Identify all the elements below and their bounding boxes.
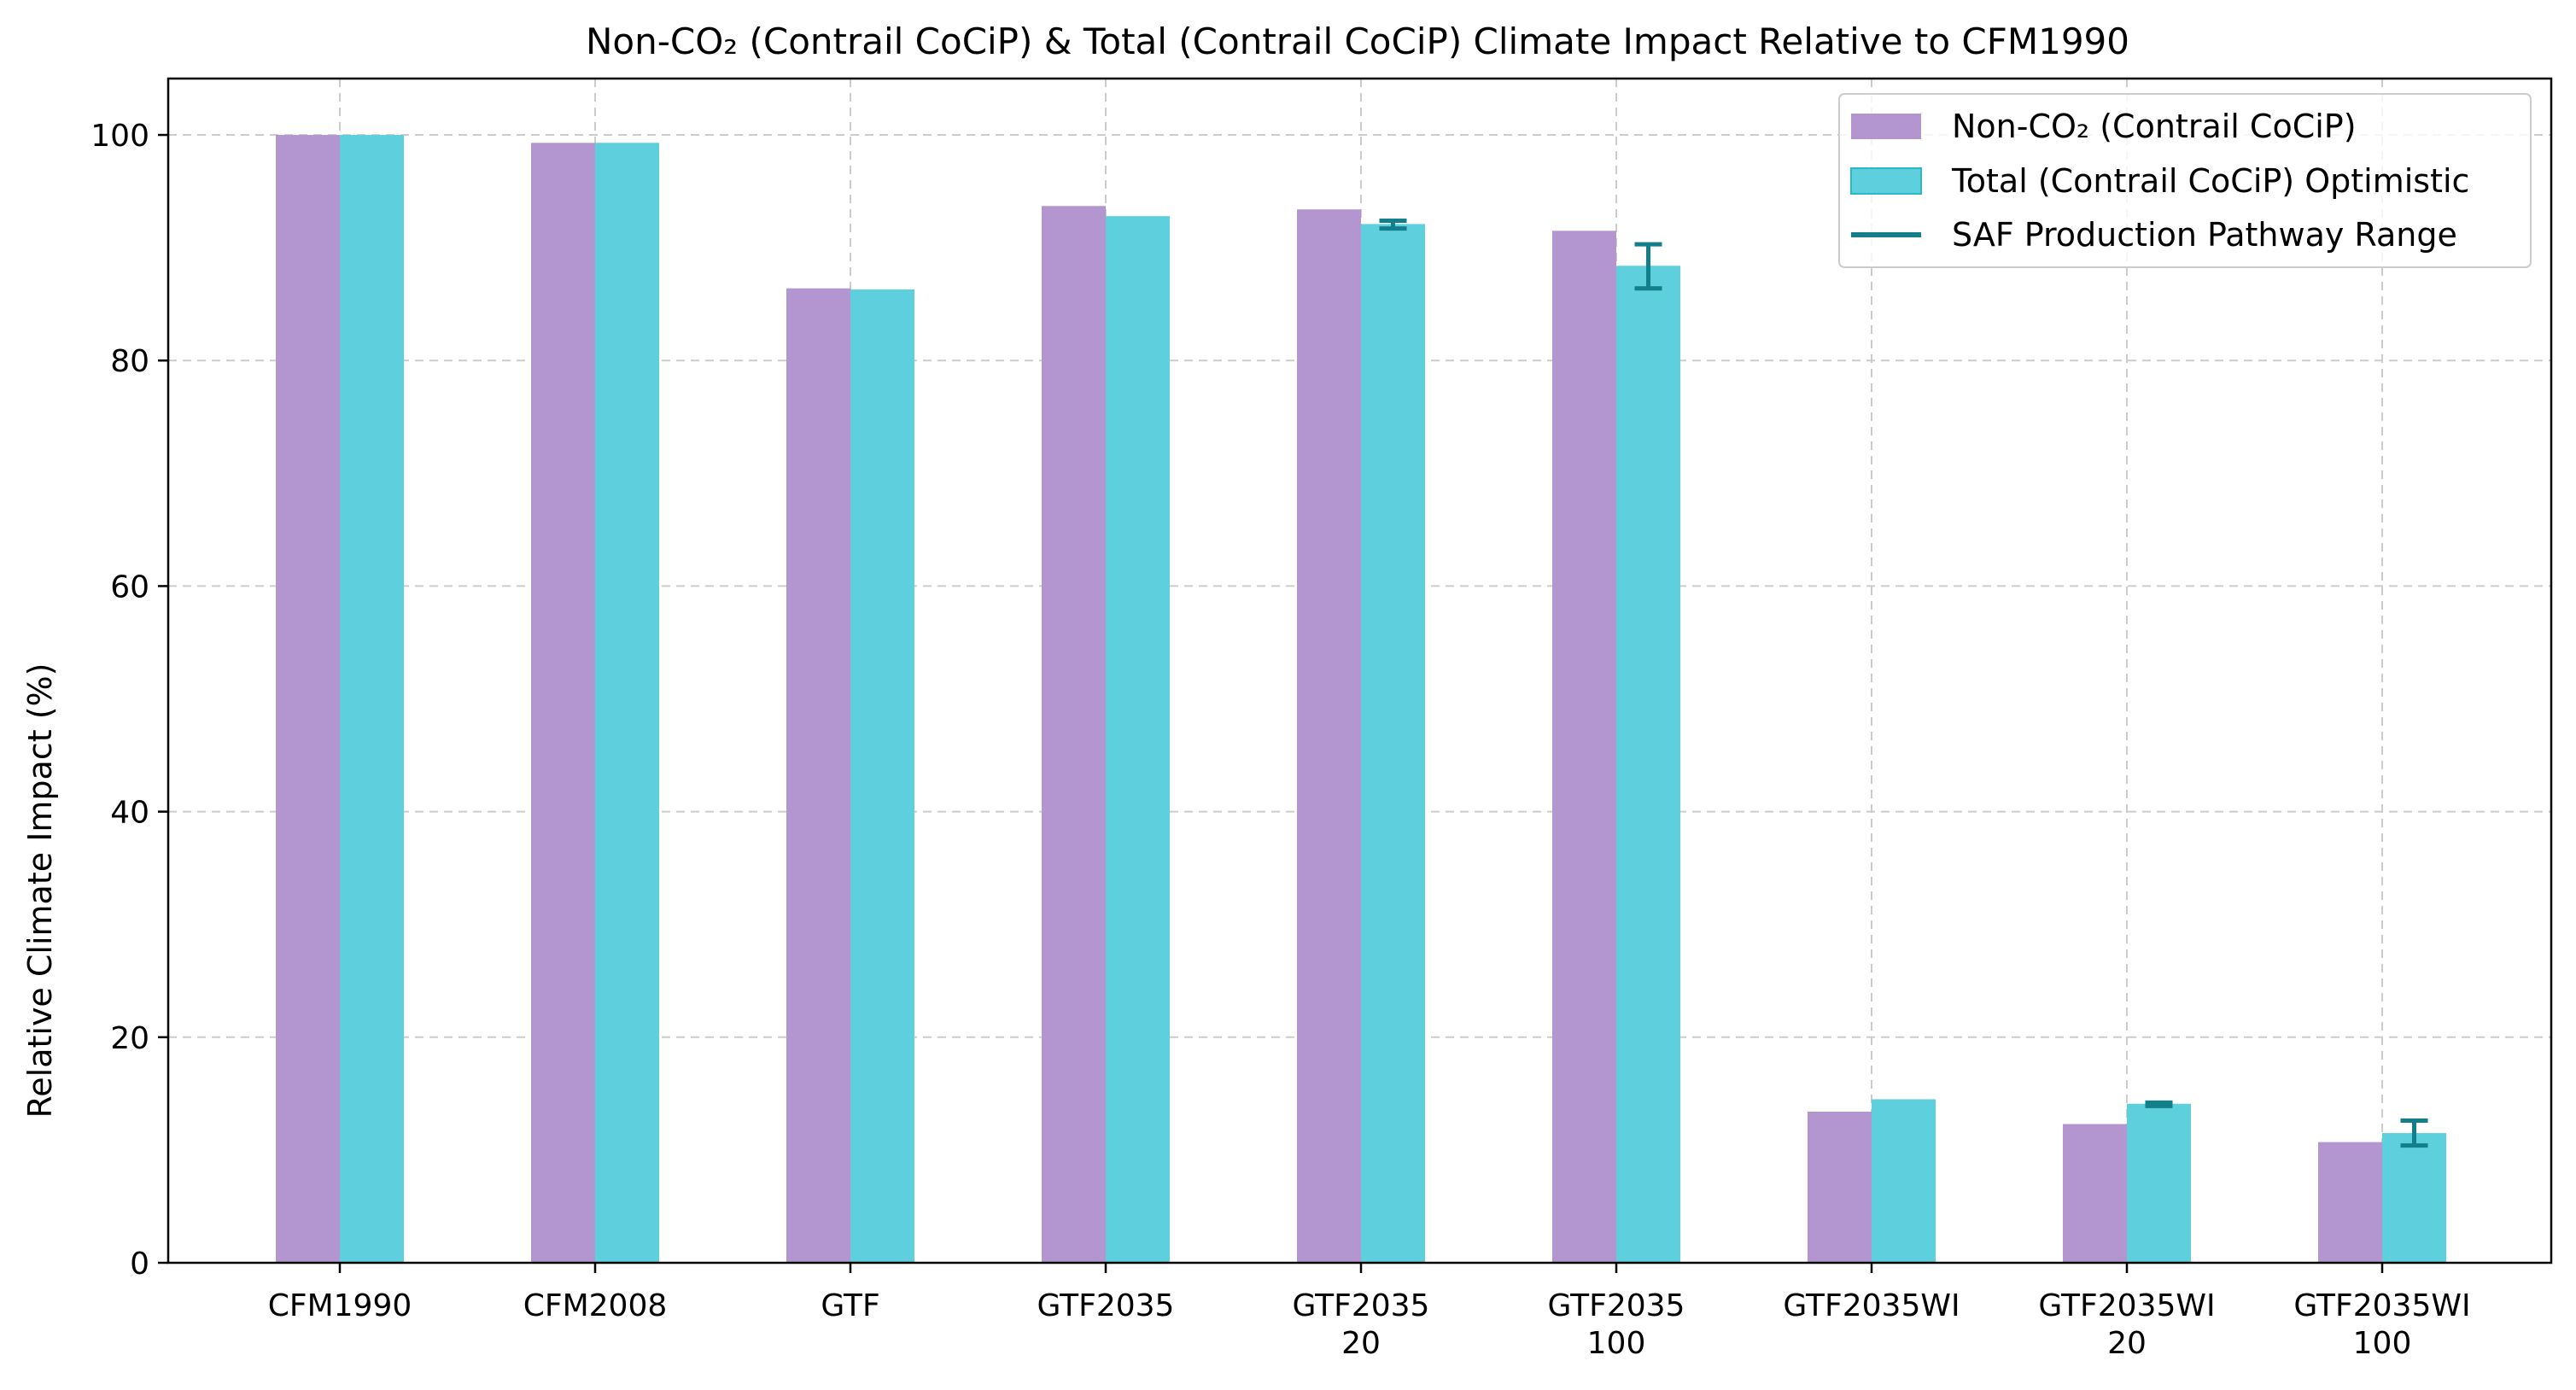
x-tick-label-line: 20 xyxy=(2107,1326,2147,1361)
x-tick-label: GTF2035WI xyxy=(1783,1288,1960,1323)
y-tick-label: 60 xyxy=(110,569,149,604)
x-tick-label: GTF2035WI 100 xyxy=(2293,1288,2470,1361)
bar-series-1 xyxy=(1106,216,1170,1263)
error-bars xyxy=(1379,218,2428,1148)
legend-label: Total (Contrail CoCiP) Optimistic xyxy=(1951,162,2469,200)
legend-label: SAF Production Pathway Range xyxy=(1952,216,2457,254)
bar-series-1 xyxy=(340,135,404,1264)
error-bar xyxy=(1379,218,1407,231)
bar-series-0 xyxy=(1297,209,1361,1263)
bar-series-0 xyxy=(1808,1111,1872,1263)
x-tick-label-line: GTF2035 xyxy=(1548,1288,1685,1323)
bar-series-1 xyxy=(2382,1133,2446,1263)
x-tick-label-line: GTF2035 xyxy=(1037,1288,1175,1323)
legend-item: SAF Production Pathway Range xyxy=(1851,216,2457,254)
x-tick-label-line: CFM1990 xyxy=(268,1288,412,1323)
error-bar xyxy=(2145,1100,2173,1108)
legend: Non-CO₂ (Contrail CoCiP) Total (Contrail … xyxy=(1838,93,2532,268)
bar-series-0 xyxy=(1552,231,1616,1263)
y-axis-ticks: 0 20 40 60 80 100 xyxy=(91,119,168,1282)
y-tick-label: 80 xyxy=(110,344,149,379)
x-tick-label: GTF xyxy=(821,1288,879,1323)
chart-title: Non-CO₂ (Contrail CoCiP) & Total (Contra… xyxy=(586,20,2129,62)
x-tick-label: GTF2035 20 xyxy=(1293,1288,1430,1361)
x-tick-label-line: GTF2035WI xyxy=(2038,1288,2215,1323)
bar-series-1 xyxy=(850,289,914,1264)
bar-series-1 xyxy=(2127,1103,2191,1263)
x-tick-label-line: 100 xyxy=(2353,1326,2412,1361)
bar-series-0 xyxy=(531,143,595,1263)
bar-series-0 xyxy=(2063,1124,2127,1263)
x-axis-ticks: CFM1990 CFM2008 GTF GTF2035 GTF2035 20GTF2035… xyxy=(268,1263,2471,1361)
legend-label: Non-CO₂ (Contrail CoCiP) xyxy=(1952,108,2357,145)
bar-series-1 xyxy=(1616,266,1680,1264)
x-tick-label: GTF2035 xyxy=(1037,1288,1175,1323)
y-tick-label: 40 xyxy=(110,796,149,831)
y-tick-label: 0 xyxy=(130,1247,149,1282)
x-tick-label: CFM1990 xyxy=(268,1288,412,1323)
x-tick-label-line: GTF2035 xyxy=(1293,1288,1430,1323)
x-tick-label-line: 100 xyxy=(1587,1326,1646,1361)
plot-frame xyxy=(166,77,2553,1264)
legend-item: Non-CO₂ (Contrail CoCiP) xyxy=(1851,108,2357,145)
legend-swatch xyxy=(1850,167,1922,195)
bar-series-1 xyxy=(1361,224,1425,1264)
bar-series-0 xyxy=(1042,206,1106,1264)
legend-frame xyxy=(1838,93,2532,268)
bar-series-0 xyxy=(786,288,850,1263)
x-tick-label: CFM2008 xyxy=(523,1288,668,1323)
y-tick-label: 100 xyxy=(91,119,149,154)
x-tick-label-line: GTF2035WI xyxy=(1783,1288,1960,1323)
x-tick-label-line: CFM2008 xyxy=(523,1288,668,1323)
bar-series-0 xyxy=(276,135,340,1264)
x-tick-label: GTF2035 100 xyxy=(1548,1288,1685,1361)
error-bar xyxy=(1634,242,1662,291)
legend-item: Total (Contrail CoCiP) Optimistic xyxy=(1850,162,2469,200)
x-tick-label-line: GTF xyxy=(821,1288,879,1323)
bar-series-0 xyxy=(2318,1142,2382,1263)
bars xyxy=(276,135,2446,1264)
bar-series-1 xyxy=(595,143,659,1263)
error-bar xyxy=(2400,1118,2428,1148)
x-tick-label-line: GTF2035WI xyxy=(2293,1288,2470,1323)
x-tick-label: GTF2035WI 20 xyxy=(2038,1288,2215,1361)
legend-swatch xyxy=(1851,114,1921,139)
y-axis-label: Relative Climate Impact (%) xyxy=(21,663,59,1118)
y-tick-label: 20 xyxy=(110,1021,149,1056)
x-tick-label-line: 20 xyxy=(1341,1326,1381,1361)
bar-series-1 xyxy=(1872,1099,1936,1263)
